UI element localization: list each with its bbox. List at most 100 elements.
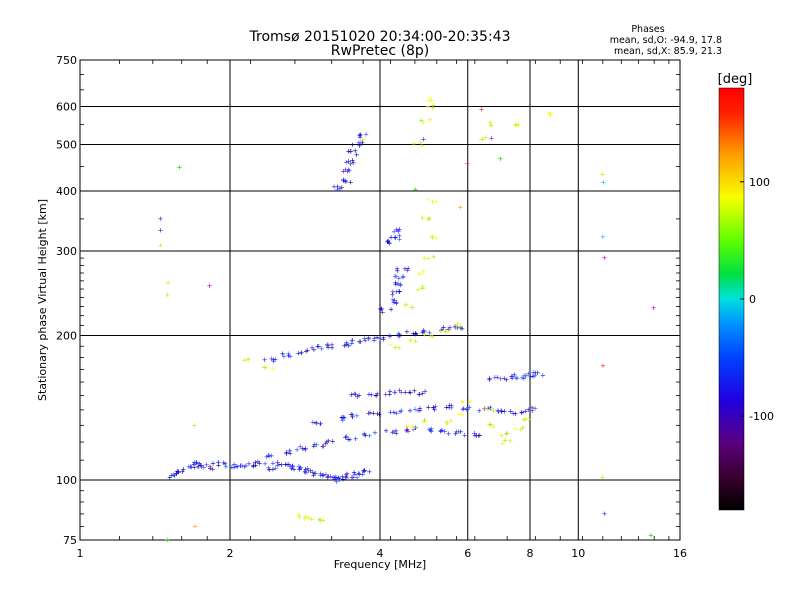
- colorbar-tick-label: 0: [749, 293, 756, 306]
- echo-point: +: [344, 474, 350, 482]
- echo-point: +: [601, 510, 607, 518]
- echo-point: +: [490, 423, 496, 431]
- echo-point: +: [276, 461, 282, 469]
- echo-point: +: [374, 390, 380, 398]
- echo-point: +: [352, 147, 358, 155]
- echo-point: +: [320, 472, 326, 480]
- echo-point: +: [357, 131, 363, 139]
- echo-point: +: [535, 369, 541, 377]
- echo-point: +: [526, 416, 532, 424]
- echo-point: +: [458, 324, 464, 332]
- echo-point: +: [395, 280, 401, 288]
- echo-point: +: [264, 364, 270, 372]
- echo-point: +: [344, 470, 350, 478]
- echo-point: +: [189, 463, 195, 471]
- echo-point: +: [326, 437, 332, 445]
- echo-point: +: [345, 166, 351, 174]
- echo-point: +: [297, 465, 303, 473]
- echo-point: +: [320, 442, 326, 450]
- echo-point: +: [251, 461, 257, 469]
- echo-point: +: [257, 460, 263, 468]
- y-axis-ticks: 75 100 200 300 400 500 600 750: [56, 54, 77, 547]
- echo-point: +: [261, 364, 267, 372]
- echo-point: +: [378, 306, 384, 314]
- echo-point: +: [503, 430, 509, 438]
- echo-point: +: [298, 349, 304, 357]
- echo-point: +: [366, 468, 372, 476]
- echo-point: +: [488, 119, 494, 127]
- echo-point: +: [266, 451, 272, 459]
- echo-point: +: [350, 411, 356, 419]
- echo-point: +: [393, 299, 399, 307]
- echo-point: +: [349, 339, 355, 347]
- echo-point: +: [437, 327, 443, 335]
- echo-point: +: [297, 466, 303, 474]
- echo-point: +: [295, 349, 301, 357]
- echo-point: +: [430, 104, 436, 112]
- echo-point: +: [400, 273, 406, 281]
- echo-point: +: [229, 463, 235, 471]
- echo-point: +: [356, 392, 362, 400]
- echo-point: +: [421, 267, 427, 275]
- echo-point: +: [286, 461, 292, 469]
- x-tick-label: 1: [77, 547, 84, 560]
- echo-point: +: [361, 431, 367, 439]
- echo-point: +: [356, 471, 362, 479]
- echo-point: +: [374, 334, 380, 342]
- echo-point: +: [392, 279, 398, 287]
- echo-point: +: [425, 103, 431, 111]
- echo-point: +: [179, 468, 185, 476]
- echo-point: +: [600, 171, 606, 179]
- echo-point: +: [265, 464, 271, 472]
- echo-point: +: [339, 414, 345, 422]
- echo-point: +: [439, 427, 445, 435]
- echo-point: +: [344, 340, 350, 348]
- echo-point: +: [398, 388, 404, 396]
- echo-point: +: [477, 136, 483, 144]
- echo-point: +: [413, 424, 419, 432]
- colorbar-ticks: 100 0 -100: [740, 176, 774, 423]
- echo-point: +: [340, 413, 346, 421]
- echo-point: +: [215, 458, 221, 466]
- echo-point: +: [464, 406, 470, 414]
- echo-point: +: [302, 515, 308, 523]
- y-tick-label: 500: [56, 139, 77, 152]
- echo-point: +: [409, 423, 415, 431]
- echo-point: +: [196, 460, 202, 468]
- echo-point: +: [416, 391, 422, 399]
- echo-point: +: [324, 341, 330, 349]
- echo-point: +: [442, 327, 448, 335]
- echo-point: +: [221, 459, 227, 467]
- echo-point: +: [448, 404, 454, 412]
- echo-point: +: [411, 426, 417, 434]
- echo-point: +: [311, 472, 317, 480]
- echo-point: +: [426, 214, 432, 222]
- echo-point: +: [456, 411, 462, 419]
- echo-point: +: [199, 463, 205, 471]
- echo-point: +: [417, 405, 423, 413]
- echo-point: +: [516, 121, 522, 129]
- echo-point: +: [339, 183, 345, 191]
- echo-point: +: [442, 428, 448, 436]
- echo-point: +: [180, 466, 186, 474]
- echo-point: +: [448, 402, 454, 410]
- echo-point: +: [530, 369, 536, 377]
- echo-point: +: [309, 344, 315, 352]
- echo-point: +: [525, 406, 531, 414]
- echo-point: +: [272, 464, 278, 472]
- echo-point: +: [333, 474, 339, 482]
- echo-point: +: [498, 407, 504, 415]
- echo-point: +: [417, 391, 423, 399]
- echo-point: +: [651, 304, 657, 312]
- echo-point: +: [464, 160, 470, 168]
- echo-point: +: [413, 338, 419, 346]
- echo-point: +: [287, 450, 293, 458]
- echo-point: +: [325, 473, 331, 481]
- echo-point: +: [407, 337, 413, 345]
- echo-point: +: [460, 406, 466, 414]
- echo-point: +: [453, 430, 459, 438]
- echo-point: +: [207, 282, 213, 290]
- echo-point: +: [422, 416, 428, 424]
- echo-point: +: [387, 390, 393, 398]
- echo-point: +: [352, 470, 358, 478]
